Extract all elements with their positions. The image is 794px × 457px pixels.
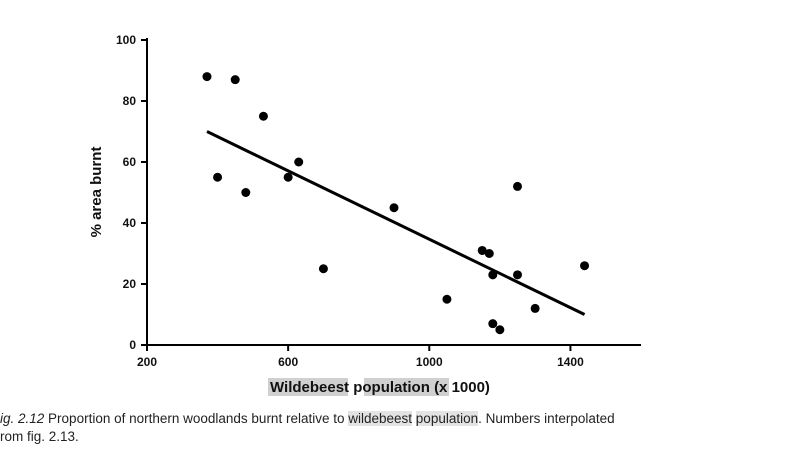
y-tick-label: 80 bbox=[123, 94, 137, 108]
trendline-group bbox=[206, 130, 586, 316]
data-point bbox=[318, 264, 328, 274]
data-point bbox=[495, 325, 505, 335]
caption-text-after: . Numbers interpolated bbox=[478, 411, 615, 426]
x-title-part-2: population bbox=[353, 379, 430, 396]
x-axis-title: Wildebeest population (x 1000) bbox=[268, 378, 490, 396]
data-point bbox=[513, 181, 522, 191]
y-axis-title: % area burnt bbox=[88, 147, 105, 238]
y-tick-label: 40 bbox=[123, 216, 137, 230]
x-tick-label: 200 bbox=[137, 355, 157, 369]
data-point bbox=[513, 270, 522, 280]
x-tick-label: 600 bbox=[278, 355, 298, 369]
caption-highlight-1: wildebeest bbox=[348, 411, 413, 426]
trendline bbox=[206, 130, 586, 316]
data-point bbox=[477, 245, 487, 255]
data-point bbox=[580, 261, 590, 271]
y-tick-label: 100 bbox=[116, 33, 136, 47]
data-point bbox=[230, 75, 240, 85]
x-title-part-3: (x 1000) bbox=[434, 379, 490, 396]
axis-titles: % area burnt Wildebeest population (x 10… bbox=[88, 147, 490, 396]
data-point bbox=[241, 188, 251, 197]
data-point bbox=[283, 172, 293, 182]
y-tick-label: 20 bbox=[123, 277, 137, 291]
data-point bbox=[442, 294, 452, 304]
caption-highlight-2: population bbox=[415, 411, 479, 426]
figure-caption: ig. 2.12 Proportion of northern woodland… bbox=[0, 410, 780, 446]
data-point bbox=[258, 111, 268, 121]
x-title-part-1: Wildebeest bbox=[270, 379, 349, 396]
scatter-chart: 0 20 40 60 80 100 200 600 1000 1400 % area burnt … bbox=[88, 33, 641, 396]
data-point bbox=[294, 157, 304, 167]
x-tick-label: 1400 bbox=[557, 355, 584, 369]
x-tick-label: 1000 bbox=[416, 355, 443, 369]
caption-line-2: rom fig. 2.13. bbox=[0, 429, 79, 444]
tick-labels: 0 20 40 60 80 100 200 600 1000 1400 bbox=[116, 33, 584, 369]
caption-line-1: ig. 2.12 Proportion of northern woodland… bbox=[0, 410, 780, 428]
x-title-highlight-2 bbox=[364, 378, 449, 396]
data-point bbox=[530, 303, 540, 313]
data-point bbox=[488, 319, 498, 329]
data-point bbox=[202, 72, 212, 82]
x-title-highlight-1 bbox=[268, 378, 348, 396]
axes bbox=[141, 38, 641, 351]
data-points bbox=[202, 72, 590, 335]
data-point bbox=[213, 172, 223, 182]
data-point bbox=[488, 270, 498, 280]
data-point bbox=[484, 249, 494, 258]
caption-text-before: Proportion of northern woodlands burnt r… bbox=[44, 411, 349, 426]
x-axis-title-text: Wildebeest population (x 1000) bbox=[270, 379, 490, 396]
y-tick-label: 0 bbox=[129, 338, 136, 352]
caption-fig-label: ig. 2.12 bbox=[0, 411, 45, 426]
y-tick-label: 60 bbox=[123, 155, 137, 169]
data-point bbox=[389, 203, 399, 213]
